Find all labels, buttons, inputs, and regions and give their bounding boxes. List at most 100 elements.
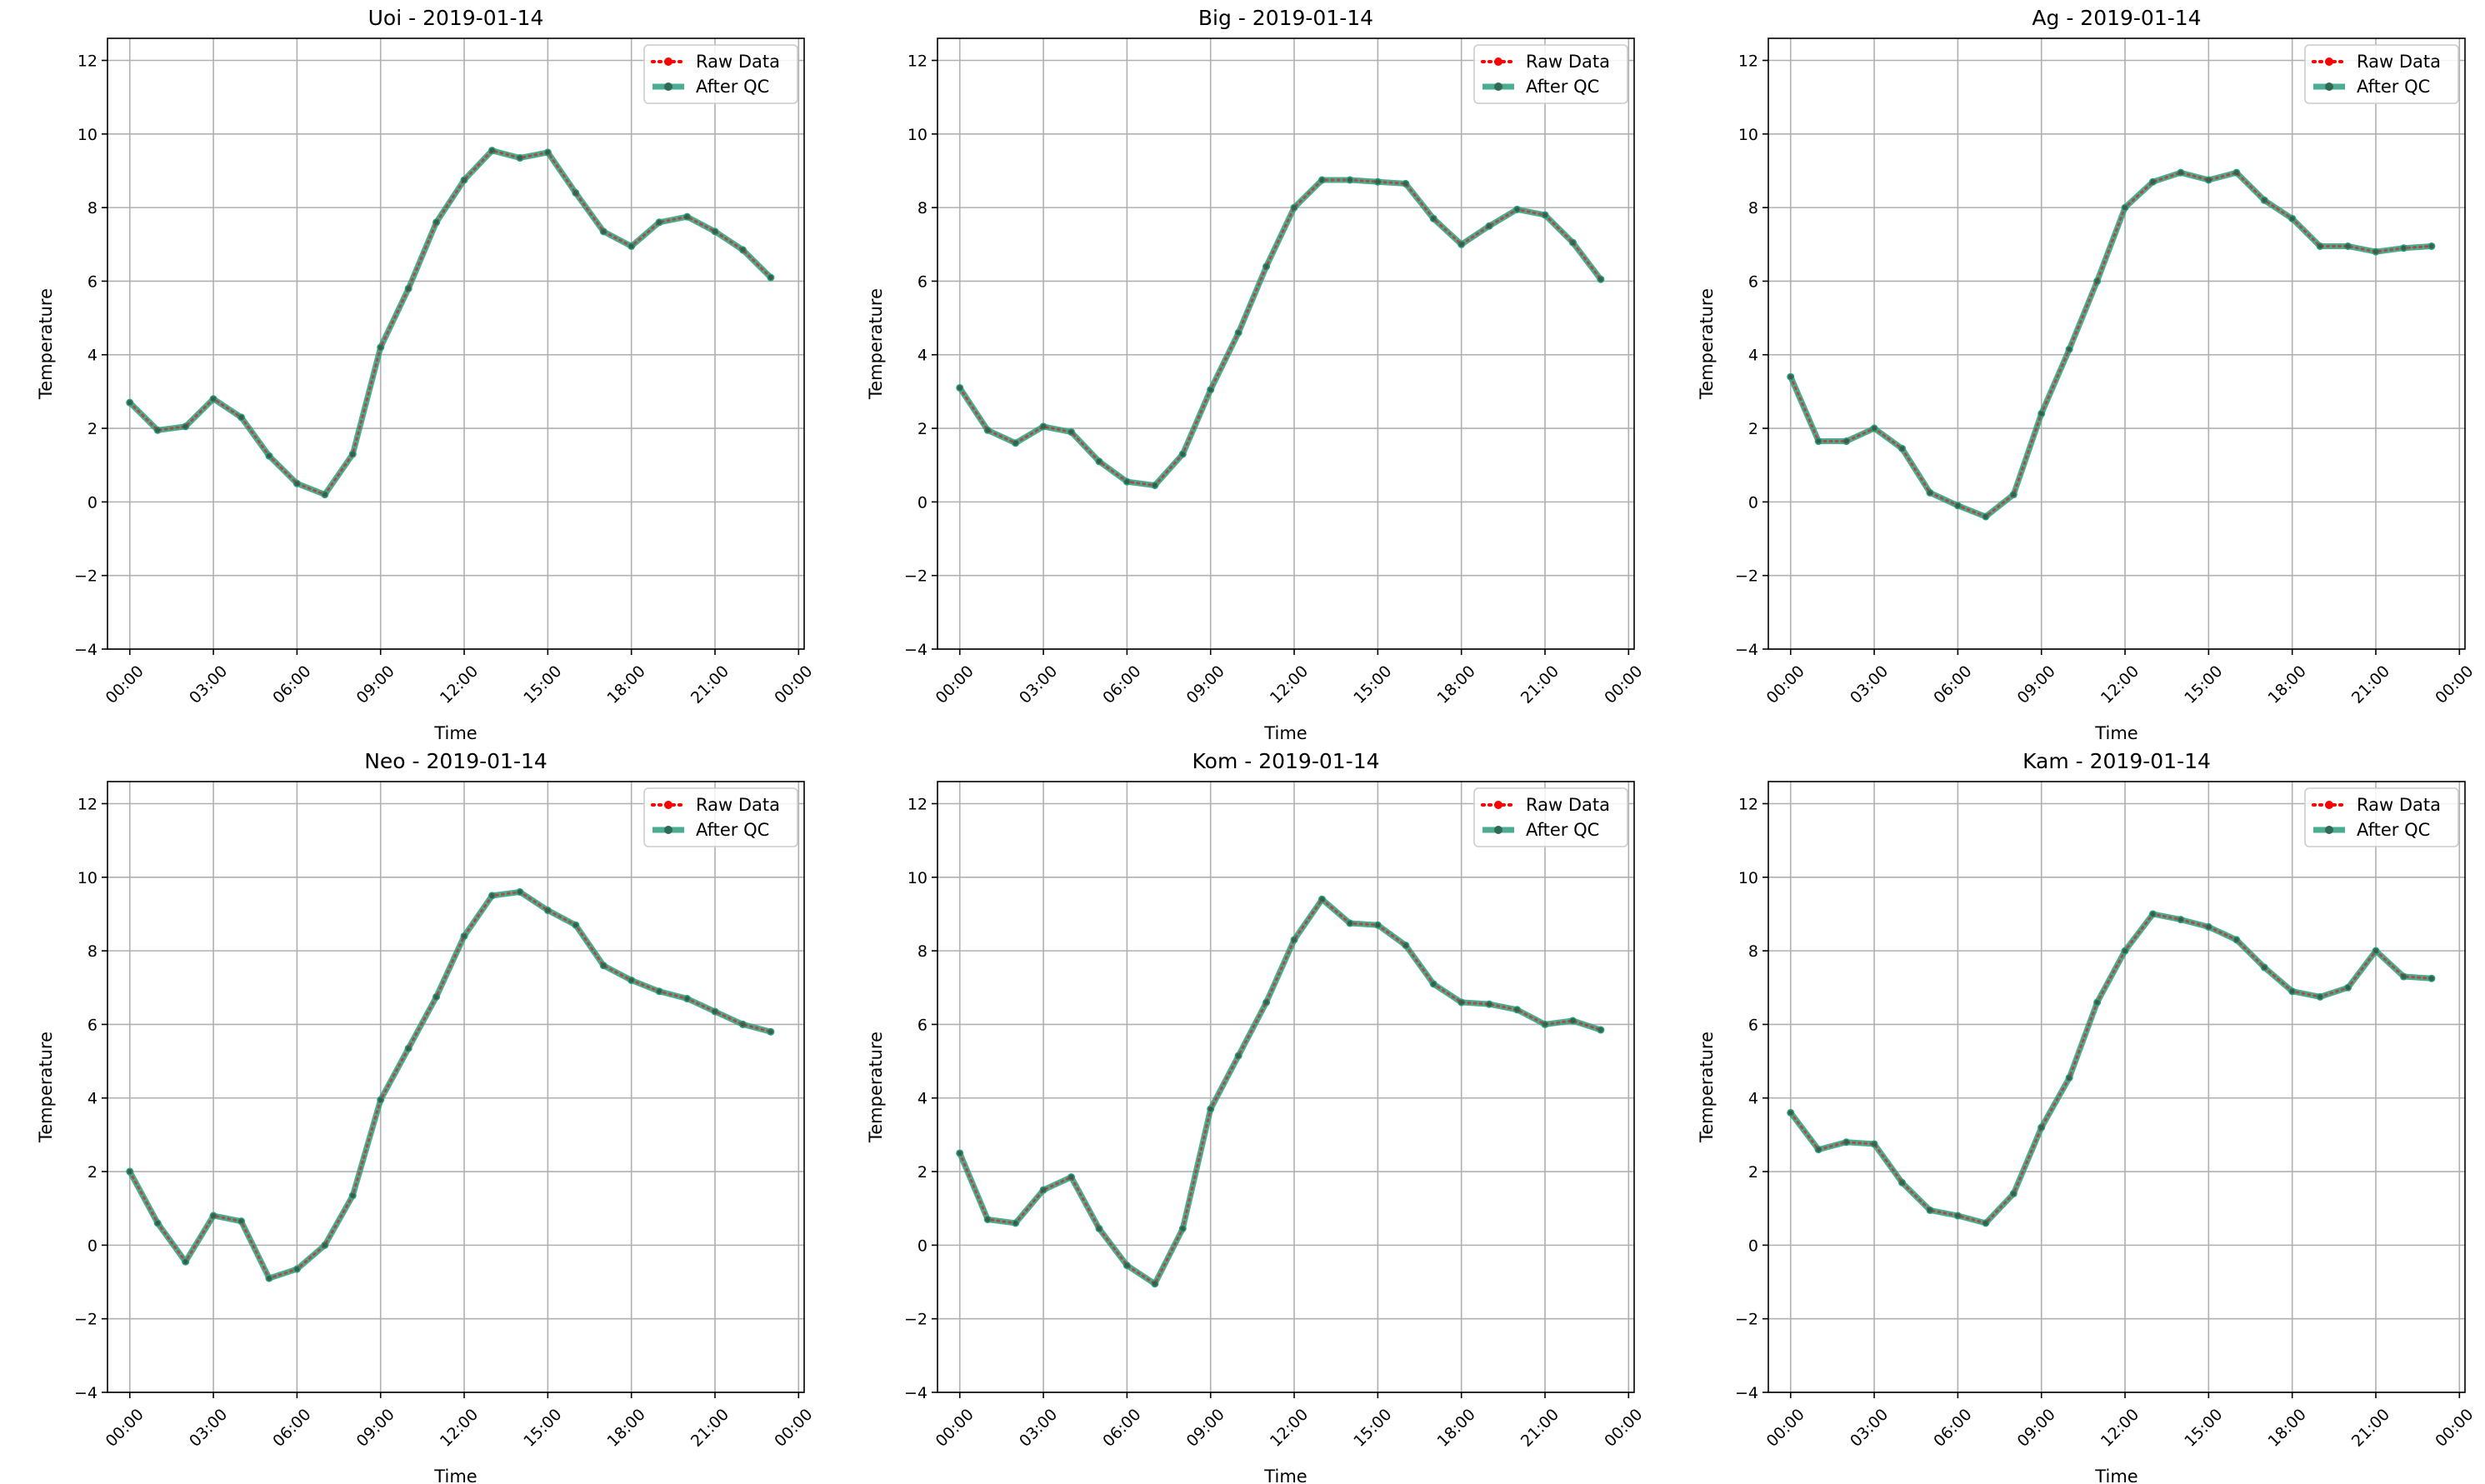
data-point-raw-data — [350, 1192, 356, 1198]
x-tick-label: 18:00 — [604, 662, 649, 707]
y-tick-label: 12 — [78, 52, 98, 70]
subplot-title: Kam - 2019-01-14 — [2022, 749, 2211, 773]
x-tick-label: 06:00 — [1099, 662, 1144, 707]
x-tick-label: 21:00 — [2348, 1406, 2393, 1451]
data-point-raw-data — [2011, 1191, 2017, 1197]
x-tick-label: 21:00 — [2348, 662, 2393, 707]
data-point-raw-data — [2233, 937, 2239, 942]
y-tick-label: 10 — [78, 869, 98, 887]
y-tick-label: 4 — [918, 347, 928, 365]
x-tick-label: 15:00 — [2181, 1406, 2226, 1451]
y-tick-label: 2 — [1748, 420, 1758, 438]
data-point-raw-data — [684, 996, 690, 1002]
series-line-raw-data — [1789, 912, 2433, 1225]
y-tick-label: 4 — [88, 347, 98, 365]
data-point-raw-data — [2345, 985, 2351, 991]
data-point-raw-data — [1982, 1220, 1988, 1226]
data-point-raw-data — [517, 889, 522, 895]
x-tick-label: 15:00 — [1350, 662, 1395, 707]
data-point-raw-data — [2401, 245, 2407, 251]
y-axis-label: Temperature — [866, 1032, 886, 1143]
data-point-raw-data — [127, 400, 132, 406]
subplot: −4 −2 0 2 4 6 8 10 12 00:00 03:00 06:00 09:00 12:00 15… — [866, 6, 1646, 743]
data-point-raw-data — [628, 243, 634, 249]
legend-marker-after-qc — [2325, 82, 2333, 91]
data-point-raw-data — [1598, 1027, 1603, 1033]
legend-label-raw-data: Raw Data — [1526, 52, 1610, 72]
x-axis-label: Time — [433, 723, 477, 743]
legend: Raw Data After QC — [1473, 44, 1628, 104]
y-tick-label: 0 — [1748, 1237, 1758, 1255]
data-point-raw-data — [1872, 1141, 1878, 1147]
data-point-raw-data — [1041, 423, 1047, 429]
subplot-title: Kom - 2019-01-14 — [1192, 749, 1380, 773]
data-point-raw-data — [462, 933, 468, 939]
legend-marker-raw-data — [2325, 57, 2333, 66]
x-tick-label: 00:00 — [2432, 1406, 2477, 1451]
data-point-raw-data — [433, 219, 439, 225]
data-point-raw-data — [740, 1022, 746, 1027]
legend-label-after-qc: After QC — [696, 77, 769, 97]
axes-frame — [107, 37, 805, 650]
data-point-raw-data — [1263, 263, 1269, 269]
data-point-raw-data — [985, 1217, 991, 1222]
data-point-raw-data — [2067, 1075, 2072, 1081]
x-tick-label: 03:00 — [186, 1406, 231, 1451]
x-tick-label: 06:00 — [269, 662, 314, 707]
x-tick-label: 09:00 — [1183, 662, 1228, 707]
data-point-raw-data — [1514, 1007, 1520, 1012]
data-point-raw-data — [2038, 1125, 2044, 1131]
data-point-raw-data — [1068, 429, 1074, 435]
data-point-raw-data — [957, 385, 962, 391]
subplot-title: Ag - 2019-01-14 — [2032, 6, 2201, 30]
y-tick-label: 12 — [908, 795, 928, 813]
data-point-raw-data — [322, 1242, 328, 1248]
data-point-raw-data — [1927, 1207, 1932, 1213]
subplot-title: Big - 2019-01-14 — [1198, 6, 1373, 30]
y-tick-label: 4 — [918, 1090, 928, 1108]
series-line-raw-data — [958, 178, 1602, 487]
data-point-raw-data — [1927, 490, 1932, 496]
y-tick-label: 2 — [88, 1163, 98, 1182]
legend: Raw Data After QC — [1473, 787, 1628, 847]
x-tick-label: 18:00 — [2265, 1406, 2310, 1451]
y-tick-label: 10 — [78, 126, 98, 144]
data-point-raw-data — [572, 922, 578, 928]
x-tick-label: 12:00 — [2098, 662, 2142, 707]
subplot-title: Uoi - 2019-01-14 — [368, 6, 544, 30]
data-point-raw-data — [657, 219, 662, 225]
data-point-raw-data — [1542, 1022, 1548, 1027]
data-point-raw-data — [1292, 205, 1298, 211]
y-tick-label: 8 — [1748, 199, 1758, 217]
data-point-raw-data — [1096, 1226, 1102, 1232]
data-point-raw-data — [1955, 502, 1961, 508]
data-point-raw-data — [1263, 999, 1269, 1005]
data-point-raw-data — [155, 427, 161, 433]
plot-area — [108, 782, 804, 1392]
data-point-raw-data — [1570, 1018, 1576, 1024]
x-tick-label: 03:00 — [1847, 1406, 1892, 1451]
y-axis-label: Temperature — [36, 1032, 56, 1143]
data-point-raw-data — [1041, 1187, 1047, 1193]
data-point-raw-data — [1816, 1147, 1822, 1152]
data-point-raw-data — [266, 1276, 272, 1282]
data-point-raw-data — [1402, 942, 1408, 948]
y-tick-label: 4 — [1748, 347, 1758, 365]
data-point-raw-data — [1816, 438, 1822, 444]
data-point-raw-data — [2428, 243, 2434, 249]
y-tick-label: 6 — [918, 1016, 928, 1034]
legend-marker-after-qc — [1494, 826, 1502, 834]
data-point-raw-data — [712, 228, 718, 234]
data-point-raw-data — [1899, 446, 1905, 452]
data-point-raw-data — [1375, 179, 1381, 185]
y-tick-label: 6 — [1748, 272, 1758, 291]
data-point-raw-data — [2094, 999, 2100, 1005]
data-point-raw-data — [1458, 999, 1464, 1005]
subplot: −4 −2 0 2 4 6 8 10 12 00:00 03:00 06:00 09:00 12:00 15… — [1697, 749, 2477, 1484]
data-point-raw-data — [2372, 249, 2378, 255]
x-tick-label: 00:00 — [1763, 1406, 1808, 1451]
axes-frame — [107, 781, 805, 1393]
data-point-raw-data — [2150, 179, 2156, 185]
x-tick-label: 21:00 — [688, 1406, 732, 1451]
data-point-raw-data — [2289, 216, 2295, 222]
